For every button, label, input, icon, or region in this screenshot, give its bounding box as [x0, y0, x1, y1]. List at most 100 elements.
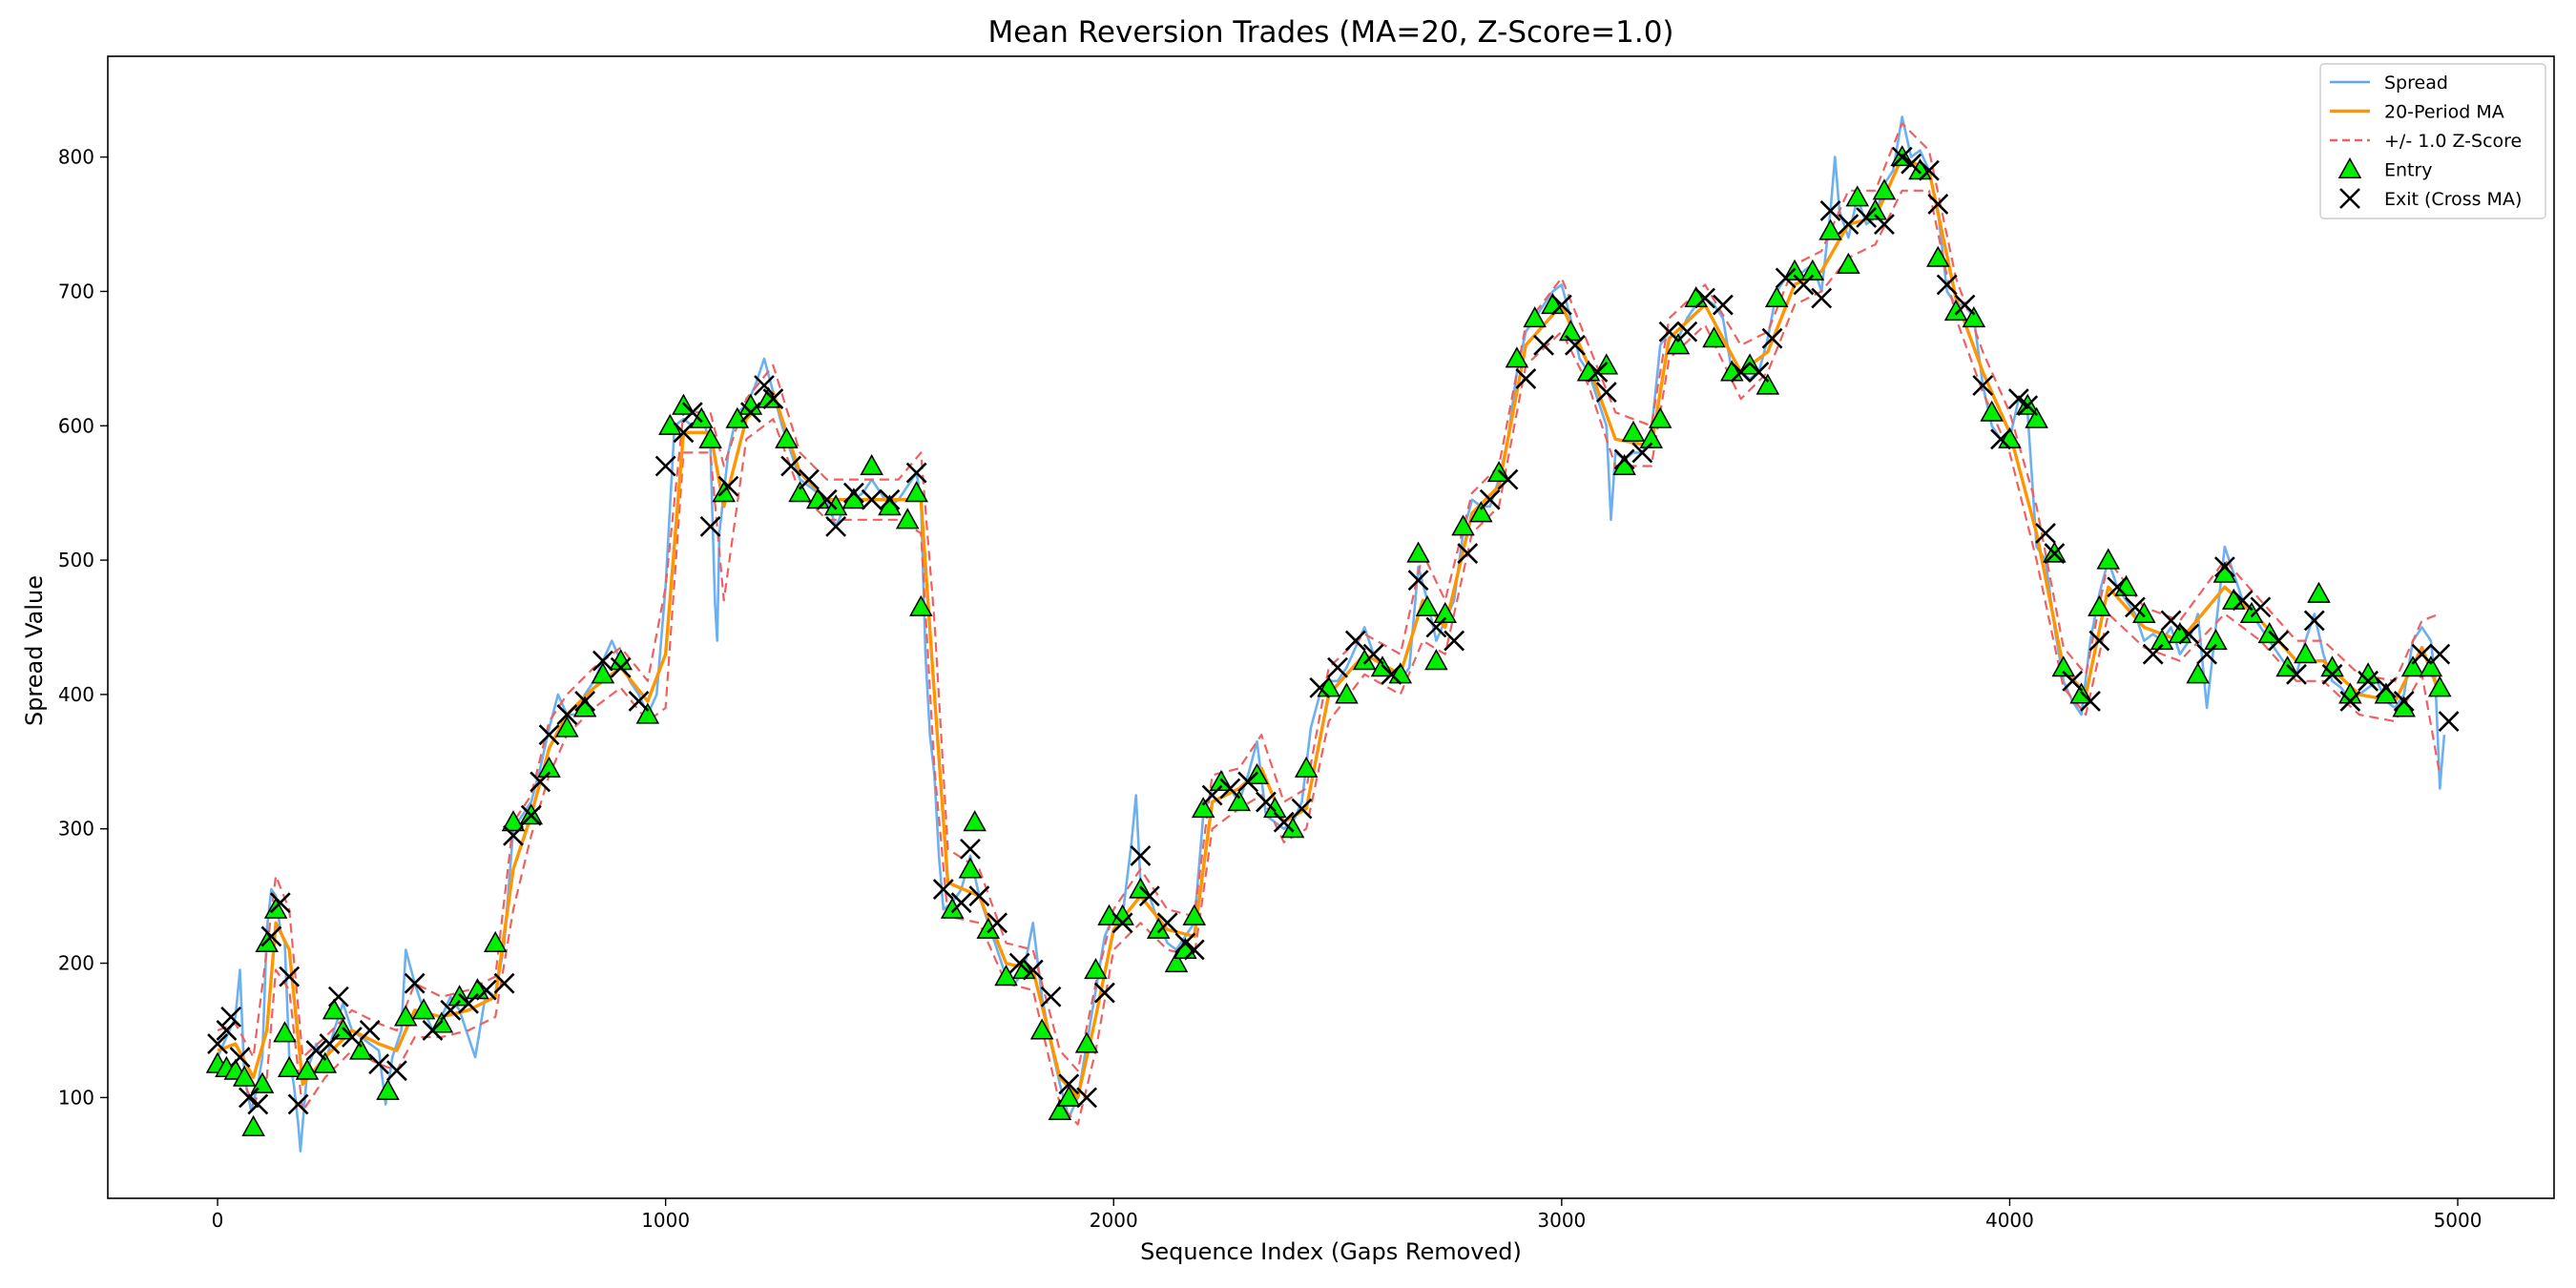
exit-marker	[1793, 274, 1815, 296]
plot-area	[205, 115, 2460, 1153]
legend-label-exit-cross-ma: Exit (Cross MA)	[2384, 189, 2522, 210]
exit-marker	[239, 1087, 260, 1109]
exit-marker	[699, 515, 721, 537]
exit-marker	[2062, 670, 2084, 692]
exit-marker	[654, 455, 676, 477]
exit-marker	[1138, 885, 1160, 907]
exit-marker	[2393, 691, 2415, 712]
exit-marker	[2268, 630, 2290, 652]
legend-swatch-entry	[2337, 156, 2362, 179]
entry-marker	[1639, 426, 1664, 448]
entry-marker	[2204, 629, 2228, 651]
exit-marker	[932, 879, 954, 901]
entry-marker	[2132, 601, 2156, 623]
exit-marker	[1183, 939, 1205, 961]
entry-marker	[232, 1065, 257, 1087]
exit-marker	[342, 1027, 363, 1048]
exit-marker	[960, 838, 981, 860]
x-tick-label: 1000	[641, 1209, 690, 1232]
exit-marker	[269, 892, 291, 914]
exit-marker	[1658, 321, 1680, 343]
entry-marker	[1962, 306, 1986, 328]
exit-marker	[1479, 488, 1501, 510]
exit-marker	[279, 966, 301, 987]
entry-marker	[1406, 541, 1430, 563]
exit-marker	[503, 824, 524, 846]
exit-marker	[628, 691, 650, 712]
entry-marker	[1415, 594, 1440, 616]
entry-marker	[1800, 259, 1825, 280]
y-tick-label: 100	[58, 1086, 94, 1109]
entry-marker	[349, 1038, 373, 1060]
exit-marker	[987, 912, 1008, 934]
exit-marker	[1174, 932, 1196, 954]
exit-marker	[1990, 428, 2011, 450]
exit-marker	[1425, 616, 1447, 638]
exit-marker	[359, 1020, 381, 1041]
exit-marker	[610, 656, 632, 678]
exit-marker	[780, 455, 802, 477]
exit-marker	[1972, 375, 1994, 396]
y-tick-label: 800	[58, 146, 94, 169]
exit-marker	[305, 1040, 327, 1062]
entry-marker	[313, 1051, 338, 1073]
exit-marker	[1219, 778, 1241, 800]
y-tick-label: 300	[58, 818, 94, 841]
exit-marker	[1457, 543, 1479, 564]
entry-marker	[1352, 649, 1377, 671]
entry-marker	[1666, 333, 1691, 355]
y-tick-label: 700	[58, 280, 94, 302]
exit-marker	[1130, 844, 1152, 866]
entry-marker	[1263, 797, 1287, 819]
exit-marker	[2303, 610, 2325, 632]
exit-marker	[1775, 267, 1797, 289]
exit-marker	[2125, 596, 2146, 618]
exit-marker	[861, 488, 883, 510]
exit-marker	[825, 515, 847, 537]
legend-swatch-exit-cross-ma	[2339, 188, 2360, 209]
entry-marker	[909, 594, 933, 616]
entry-marker	[788, 481, 812, 503]
entry-marker	[1837, 252, 1860, 274]
chart-title: Mean Reversion Trades (MA=20, Z-Score=1.…	[987, 15, 1673, 50]
exit-marker	[1381, 663, 1402, 685]
y-axis-label: Spread Value	[21, 575, 48, 726]
exit-marker	[2358, 670, 2379, 692]
entry-marker	[322, 998, 346, 1020]
entry-marker	[1451, 514, 1475, 536]
exit-marker	[1874, 214, 1895, 235]
entry-marker	[904, 481, 928, 503]
entry-marker	[1280, 817, 1305, 839]
entry-marker	[1191, 797, 1215, 819]
entry-marker	[376, 1078, 400, 1100]
entry-marker	[591, 662, 615, 684]
exit-marker	[1022, 959, 1044, 981]
entry-marker	[958, 857, 983, 879]
exit-marker	[2178, 623, 2200, 645]
exit-marker	[404, 972, 426, 994]
entry-marker	[725, 406, 750, 428]
exit-marker	[385, 1060, 407, 1082]
x-tick-label: 5000	[2434, 1209, 2483, 1232]
plot-frame	[107, 55, 2555, 1199]
entry-marker	[2186, 662, 2210, 684]
exit-marker	[574, 691, 596, 712]
exit-marker	[1811, 287, 1833, 309]
entry-marker	[1227, 790, 1252, 812]
exit-marker	[475, 979, 497, 1001]
exit-marker	[556, 704, 578, 725]
exit-marker	[1730, 362, 1752, 383]
entry-marker	[2400, 655, 2425, 677]
entry-marker	[483, 930, 508, 952]
exit-marker	[739, 402, 761, 424]
exit-marker	[1237, 771, 1259, 793]
entry-marker	[295, 1058, 320, 1080]
exit-marker	[2429, 643, 2451, 665]
exit-marker	[1595, 382, 1617, 403]
exit-marker	[968, 885, 990, 907]
exit-marker	[422, 1020, 444, 1041]
entry-marker	[2096, 548, 2121, 570]
exit-marker	[538, 724, 560, 746]
entry-marker	[2088, 594, 2111, 616]
exit-marker	[1748, 362, 1770, 383]
